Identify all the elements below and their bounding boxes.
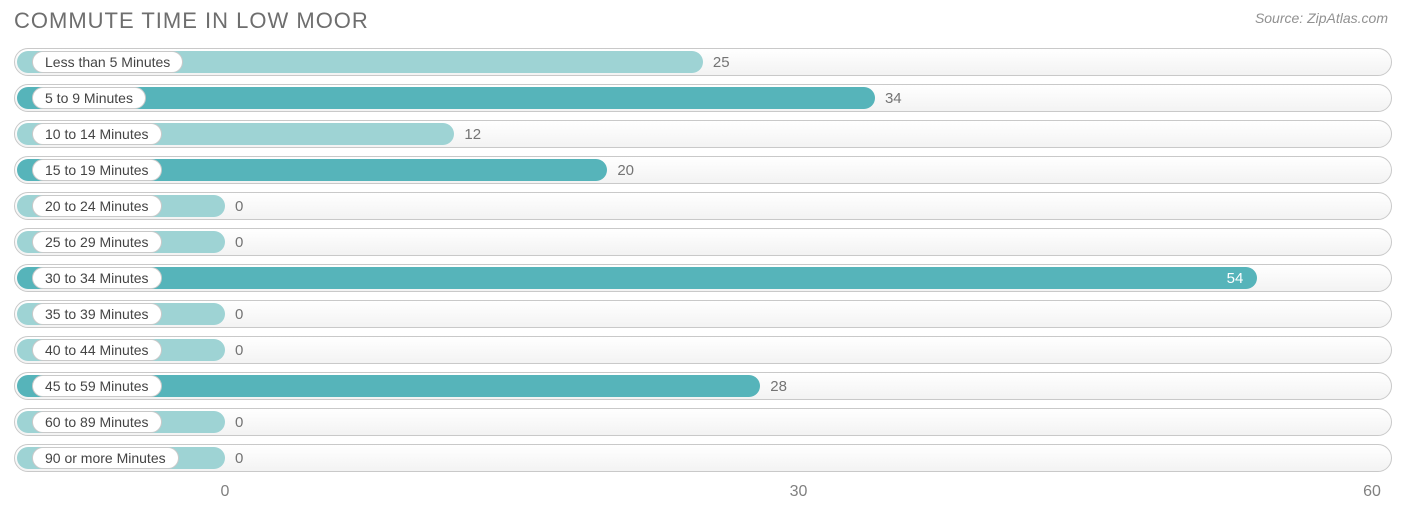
chart-row: Less than 5 Minutes 25 [14,48,1392,76]
row-label-pill: 10 to 14 Minutes [32,123,162,145]
chart-row: 25 to 29 Minutes 0 [14,228,1392,256]
row-value: 25 [713,48,730,76]
row-value: 54 [1227,264,1244,292]
row-value: 12 [464,120,481,148]
axis-tick: 0 [221,483,230,501]
chart-row: 60 to 89 Minutes 0 [14,408,1392,436]
chart-row: 10 to 14 Minutes 12 [14,120,1392,148]
row-label: 35 to 39 Minutes [45,306,149,322]
row-label-pill: 90 or more Minutes [32,447,179,469]
row-label: Less than 5 Minutes [45,54,170,70]
row-label: 60 to 89 Minutes [45,414,149,430]
row-value: 0 [235,444,243,472]
row-label-pill: Less than 5 Minutes [32,51,183,73]
row-label: 90 or more Minutes [45,450,166,466]
chart-row: 90 or more Minutes 0 [14,444,1392,472]
row-value: 20 [617,156,634,184]
axis-tick: 60 [1363,483,1381,501]
chart-container: COMMUTE TIME IN LOW MOOR Source: ZipAtla… [0,0,1406,523]
row-value: 34 [885,84,902,112]
chart-row: 20 to 24 Minutes 0 [14,192,1392,220]
chart-row: 40 to 44 Minutes 0 [14,336,1392,364]
row-value: 0 [235,408,243,436]
row-label-pill: 20 to 24 Minutes [32,195,162,217]
chart-row: 45 to 59 Minutes 28 [14,372,1392,400]
row-value: 0 [235,336,243,364]
bar-fill [17,267,1257,289]
row-label-pill: 25 to 29 Minutes [32,231,162,253]
row-label-pill: 30 to 34 Minutes [32,267,162,289]
row-value: 0 [235,300,243,328]
row-label: 15 to 19 Minutes [45,162,149,178]
chart-row: 30 to 34 Minutes 54 [14,264,1392,292]
row-label: 25 to 29 Minutes [45,234,149,250]
row-value: 0 [235,228,243,256]
row-label-pill: 15 to 19 Minutes [32,159,162,181]
row-label-pill: 35 to 39 Minutes [32,303,162,325]
chart-row: 35 to 39 Minutes 0 [14,300,1392,328]
row-label: 30 to 34 Minutes [45,270,149,286]
chart-row: 15 to 19 Minutes 20 [14,156,1392,184]
chart-row: 5 to 9 Minutes 34 [14,84,1392,112]
row-label: 40 to 44 Minutes [45,342,149,358]
x-axis: 0 30 60 [14,483,1392,505]
row-label: 5 to 9 Minutes [45,90,133,106]
row-label: 10 to 14 Minutes [45,126,149,142]
row-label-pill: 45 to 59 Minutes [32,375,162,397]
axis-tick: 30 [790,483,808,501]
chart-title: COMMUTE TIME IN LOW MOOR [14,8,369,34]
row-label-pill: 60 to 89 Minutes [32,411,162,433]
chart-source: Source: ZipAtlas.com [1255,10,1388,26]
row-label-pill: 40 to 44 Minutes [32,339,162,361]
row-label: 20 to 24 Minutes [45,198,149,214]
row-label-pill: 5 to 9 Minutes [32,87,146,109]
row-label: 45 to 59 Minutes [45,378,149,394]
row-value: 28 [770,372,787,400]
chart-plot-area: Less than 5 Minutes 25 5 to 9 Minutes 34 10 … [14,48,1392,481]
row-value: 0 [235,192,243,220]
